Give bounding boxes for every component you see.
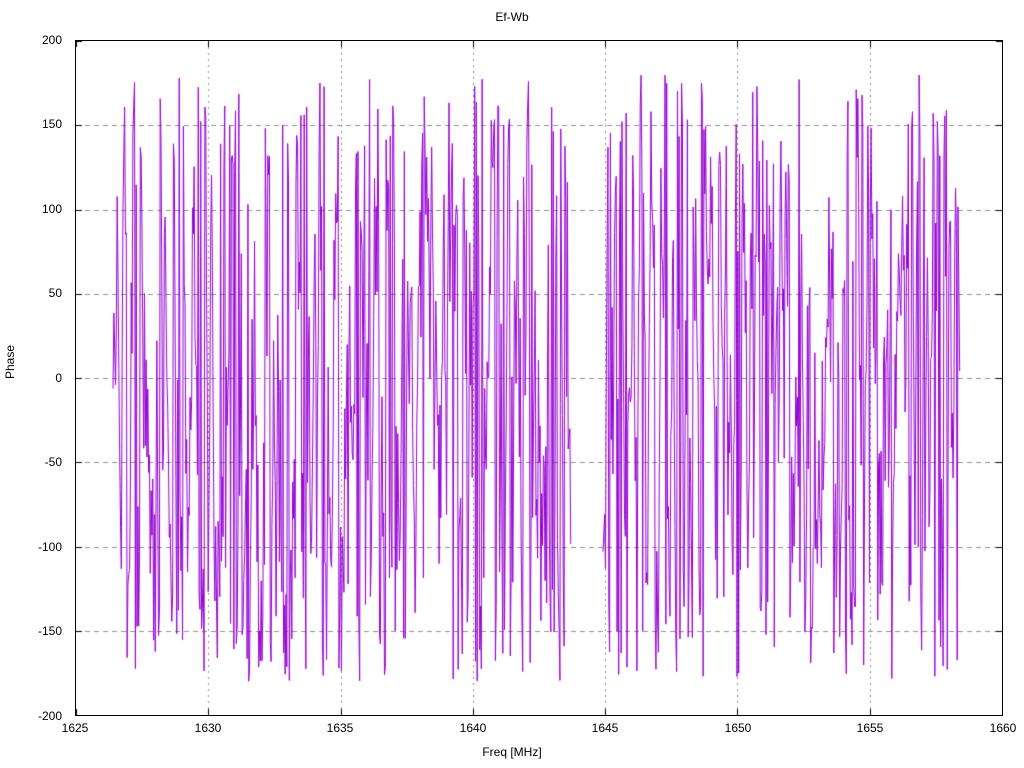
xtick-label-1640: 1640 bbox=[459, 721, 487, 735]
phase-vs-frequency-plot bbox=[76, 41, 1002, 715]
xtick-label-1635: 1635 bbox=[326, 721, 354, 735]
y-axis-label: Phase bbox=[3, 344, 17, 380]
ytick-label-200: 200 bbox=[41, 33, 62, 47]
ytick-label-0: 0 bbox=[55, 371, 62, 385]
chart-title: Ef-Wb bbox=[495, 10, 529, 24]
xtick-label-1630: 1630 bbox=[194, 721, 222, 735]
xtick-label-1655: 1655 bbox=[856, 721, 884, 735]
xtick-label-1660: 1660 bbox=[989, 721, 1017, 735]
ytick-label-100: 100 bbox=[41, 202, 62, 216]
plot-area bbox=[75, 40, 1003, 716]
xtick-label-1625: 1625 bbox=[61, 721, 89, 735]
ytick-label-150: 150 bbox=[41, 117, 62, 131]
ytick-label-neg200: -200 bbox=[37, 709, 62, 723]
xtick-label-1650: 1650 bbox=[724, 721, 752, 735]
xtick-label-1645: 1645 bbox=[591, 721, 619, 735]
ytick-label-50: 50 bbox=[48, 286, 62, 300]
ytick-label-neg50: -50 bbox=[44, 455, 62, 469]
x-axis-label: Freq [MHz] bbox=[482, 745, 542, 759]
ytick-label-neg150: -150 bbox=[37, 624, 62, 638]
ytick-label-neg100: -100 bbox=[37, 540, 62, 554]
